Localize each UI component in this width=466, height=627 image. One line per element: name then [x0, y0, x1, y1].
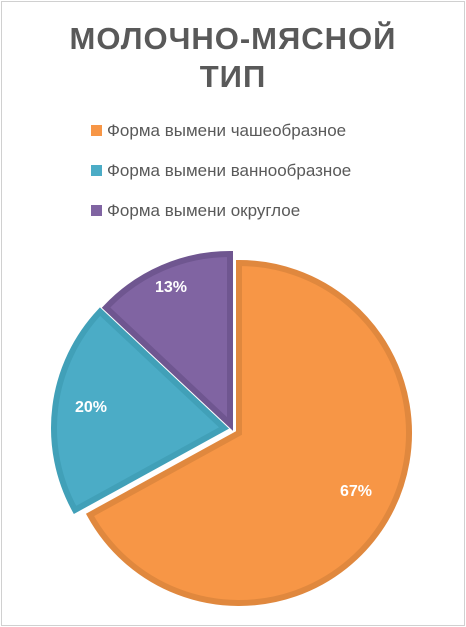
- data-label-bath-shaped: 20%: [75, 399, 107, 416]
- chart-title-line-2: ТИП: [199, 59, 267, 94]
- data-label-round: 13%: [155, 279, 187, 296]
- pie-slice-bath-shaped: [51, 307, 230, 514]
- legend-swatch-bath-shaped: [91, 165, 102, 176]
- legend-label-bath-shaped: Форма вымени ваннообразное: [107, 161, 352, 180]
- pie-slice-cup-shaped: [85, 259, 412, 606]
- pie-slice-round: [101, 250, 233, 431]
- chart-title: МОЛОЧНО-МЯСНОЙ ТИП: [0, 20, 466, 96]
- chart-title-line-1: МОЛОЧНО-МЯСНОЙ: [69, 21, 397, 56]
- legend-label-cup-shaped: Форма вымени чашеобразное: [107, 121, 347, 140]
- legend-label-round: Форма вымени округлое: [107, 201, 301, 220]
- legend-swatch-cup-shaped: [91, 125, 102, 136]
- data-label-cup-shaped: 67%: [340, 483, 372, 500]
- legend-swatch-round: [91, 205, 102, 216]
